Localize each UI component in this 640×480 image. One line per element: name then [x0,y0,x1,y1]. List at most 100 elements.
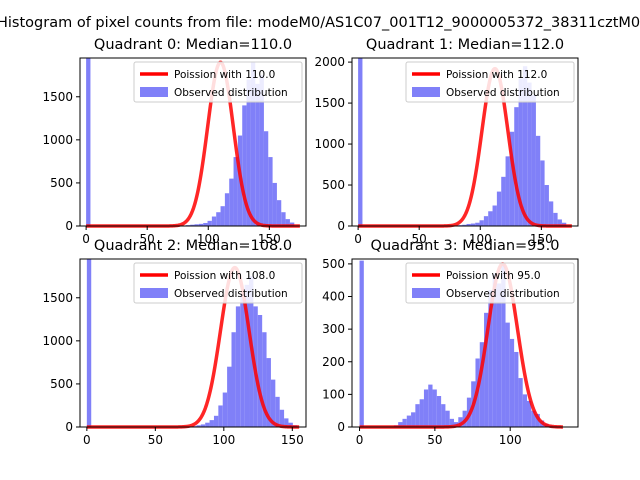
histogram-bar [257,315,263,427]
y-tick-label: 0 [65,219,73,233]
histogram-bar [281,212,286,226]
histogram-bar [488,289,493,427]
histogram-bar [359,260,364,427]
histogram-bar [222,392,228,427]
y-tick-label: 0 [337,420,345,434]
histogram-bar [509,131,515,226]
legend-frame [405,262,575,304]
x-tick-label: 50 [427,433,442,447]
x-tick-label: 100 [212,433,235,447]
histogram-bar [423,389,429,427]
histogram-bar [415,404,420,427]
legend-label-observed: Observed distribution [174,288,288,300]
histogram-bar [213,415,219,427]
histogram-bar [548,201,554,226]
histogram-bar [496,283,502,427]
histogram-bar [518,78,523,226]
legend-label-fit: Poission with 110.0 [174,69,275,81]
subplot-title: Quadrant 3: Median=95.0 [371,238,560,254]
histogram-bar [276,200,282,226]
legend-label-observed: Observed distribution [446,288,560,300]
histogram-bar [526,400,532,427]
histogram-bar [194,224,199,226]
histogram-bar [527,82,532,227]
histogram-bar [492,273,497,427]
histogram-bar [501,176,506,226]
axes-frame [351,258,579,428]
histogram-bar [190,224,195,226]
subplot-3: 0 50 100 0 100 200 300 400 500 Quadrant 3: Median… [322,238,579,447]
histogram-bar [553,212,558,226]
subplot-title: Quadrant 1: Median=112.0 [366,37,564,53]
histogram-bar [233,157,238,226]
histogram-bar [216,212,221,226]
histogram-bar [86,58,91,226]
histogram-bar [398,422,403,427]
histogram-bar [557,219,562,226]
histogram-bar [475,222,480,226]
subplot-title: Quadrant 0: Median=110.0 [94,37,292,53]
legend-frame [133,61,303,103]
histogram-bar [544,185,549,226]
y-tick-label: 500 [322,178,345,192]
histogram-bar [200,424,206,427]
histogram-bar [231,332,236,427]
x-tick-label: 50 [148,433,163,447]
histogram-bar [358,58,363,226]
histogram-bar [505,322,510,427]
x-tick-label: 50 [412,232,427,246]
y-tick-label: 500 [50,377,73,391]
histogram-bar [198,223,204,226]
histogram-bar [531,410,536,427]
histogram-bar [279,409,285,427]
histogram-bar [505,156,510,226]
y-tick-label: 0 [337,219,345,233]
legend: Poission with 95.0 Observed distribution [405,262,575,304]
histogram-bar [535,135,541,226]
histogram-bar [227,366,232,427]
x-tick-label: 100 [499,433,522,447]
histogram-bar [428,384,433,427]
x-tick-label: 100 [197,232,220,246]
x-tick-label: 150 [530,232,553,246]
legend: Poission with 110.0 Observed distribution [133,61,303,103]
histogram-bar [242,105,247,226]
legend-bar-swatch [140,87,168,97]
histogram-bar [514,351,519,427]
y-tick-label: 500 [322,257,345,271]
histogram-bar [240,293,245,427]
histogram-bar [203,222,208,226]
histogram-bar [492,205,497,226]
histogram-bar [522,66,528,226]
legend-bar-swatch [412,87,440,97]
histogram-bar [406,415,412,427]
histogram-bar [275,396,280,427]
y-tick-label: 2000 [314,55,345,69]
histogram-bar [496,191,502,226]
x-tick-label: 50 [140,232,155,246]
axes-frame [351,57,579,227]
histogram-bar [255,83,260,226]
axes-frame [79,258,307,428]
subplot-title: Quadrant 2: Median=108.0 [94,238,292,254]
histogram-bar [288,422,293,427]
figure-title: Histogram of pixel counts from file: mod… [0,15,640,31]
histogram-bar [196,425,201,427]
legend-frame [133,262,303,304]
y-tick-label: 300 [322,322,345,336]
histogram-bar [270,379,276,427]
histogram-bar [218,405,223,427]
histogram-bar [466,223,471,226]
x-tick-label: 150 [281,433,304,447]
histogram-bar [432,389,437,427]
x-tick-label: 100 [469,232,492,246]
histogram-bar [501,263,506,427]
y-tick-label: 1000 [314,137,345,151]
histogram-bar [484,312,489,427]
histogram-bar [419,399,424,427]
histogram-bar [445,410,450,427]
histogram-bar [479,342,485,427]
